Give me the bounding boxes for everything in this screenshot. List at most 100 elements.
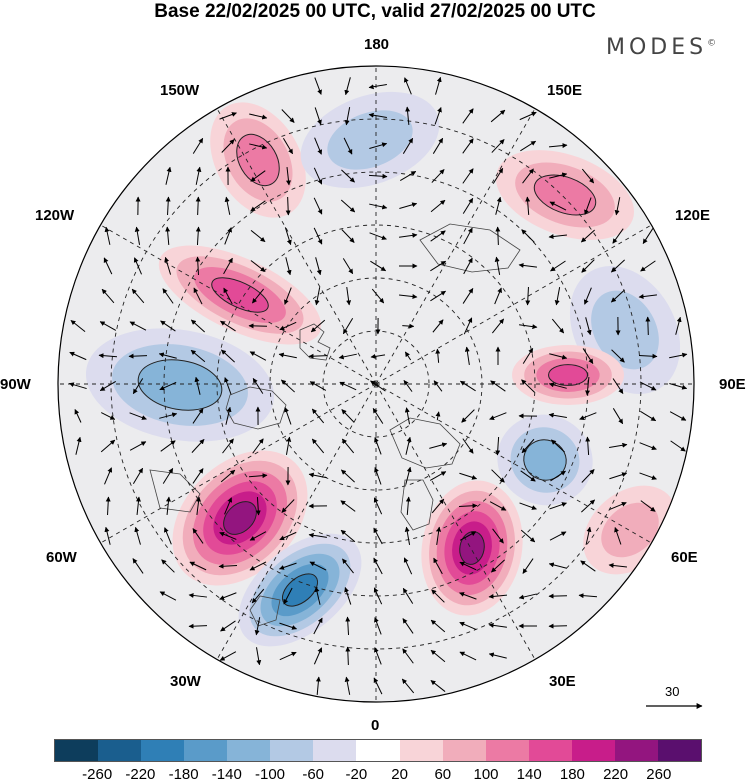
wind-arrow [309, 561, 327, 571]
wind-arrow [612, 378, 624, 394]
reference-vector-arrow [646, 703, 703, 709]
colorbar [54, 739, 702, 762]
wind-arrow [255, 496, 261, 516]
lon-label-60w: 60W [46, 549, 77, 566]
wind-arrow [521, 229, 535, 243]
wind-arrow [313, 197, 323, 215]
wind-arrow [101, 288, 115, 304]
colorbar-tick-label: 20 [391, 766, 408, 783]
wind-arrow [251, 288, 265, 304]
wind-arrow [280, 379, 295, 393]
wind-arrow [670, 440, 686, 452]
meridian-line [375, 224, 652, 385]
wind-arrow [314, 107, 322, 126]
wind-arrow [669, 411, 687, 421]
colorbar-tick-label: -220 [125, 766, 156, 783]
wind-arrow [313, 227, 323, 245]
wind-arrow [279, 321, 297, 331]
wind-arrow [345, 646, 351, 666]
wind-arrow [256, 647, 262, 666]
wind-arrow [640, 260, 656, 272]
wind-arrow [402, 323, 415, 329]
wind-arrow [224, 227, 232, 245]
wind-arrow [368, 173, 388, 179]
wind-arrow [279, 651, 297, 661]
wind-arrow [100, 439, 116, 453]
wind-arrow [489, 412, 507, 420]
wind-arrow [311, 408, 325, 424]
wind-arrow [459, 592, 477, 600]
wind-arrow [161, 559, 175, 573]
wind-arrow [492, 167, 504, 184]
wind-arrow [612, 228, 624, 244]
wind-arrow [494, 256, 501, 275]
wind-arrow [640, 500, 656, 512]
wind-arrow [430, 260, 447, 272]
colorbar-tick-label: -100 [254, 766, 286, 783]
wind-arrow [285, 196, 291, 216]
wind-arrow [105, 496, 111, 516]
wind-arrow [549, 201, 567, 211]
wind-arrow [369, 203, 388, 210]
wind-arrow [98, 353, 118, 359]
wind-arrow [69, 351, 87, 361]
wind-arrow [549, 502, 567, 510]
wind-arrow [373, 677, 383, 695]
wind-arrow [610, 289, 625, 303]
wind-arrow [430, 680, 446, 692]
wind-arrow [132, 378, 144, 395]
wind-arrow [430, 290, 447, 302]
wind-arrow [313, 647, 323, 665]
wind-arrow [402, 618, 414, 634]
wind-arrow [549, 353, 568, 360]
colorbar-tick-label: -140 [211, 766, 242, 783]
wind-arrow [310, 319, 326, 333]
wind-arrow [223, 287, 233, 305]
wind-arrow [374, 617, 382, 635]
wind-arrow [344, 586, 352, 605]
wind-arrow [404, 351, 412, 361]
wind-arrow [195, 196, 201, 216]
lon-label-90e: 90E [719, 376, 746, 393]
wind-arrow [548, 234, 567, 239]
wind-arrow [250, 200, 266, 212]
wind-arrow [279, 562, 297, 570]
wind-arrow [550, 470, 566, 482]
wind-arrow [340, 199, 356, 213]
lon-label-0: 0 [371, 717, 380, 734]
wind-arrow [611, 349, 625, 363]
wind-arrow [249, 143, 268, 150]
colorbar-tick-label: -60 [302, 766, 325, 783]
lon-label-90w: 90W [0, 376, 31, 393]
colorbar-tick-label: 140 [516, 766, 542, 783]
lon-label-60e: 60E [671, 549, 698, 566]
lon-label-30e: 30E [549, 673, 576, 690]
wind-arrow [282, 138, 294, 155]
wind-arrow [219, 531, 237, 540]
wind-arrow [520, 470, 536, 482]
wind-arrow [519, 324, 538, 330]
wind-arrow [520, 140, 537, 152]
wind-arrow [220, 349, 235, 363]
wind-arrow [342, 558, 354, 574]
wind-arrow [614, 197, 621, 216]
wind-arrow [158, 352, 177, 359]
wind-arrow [372, 407, 384, 424]
wind-arrow [608, 563, 627, 568]
wind-arrow [370, 260, 387, 272]
wind-arrow [522, 347, 534, 364]
wind-arrow [461, 409, 475, 423]
wind-arrow [548, 562, 567, 569]
colorbar-tick-label: 100 [473, 766, 499, 783]
wind-arrow [160, 320, 176, 332]
wind-arrow [490, 380, 506, 392]
colorbar-swatch [614, 740, 658, 761]
wind-arrow [195, 226, 201, 246]
wind-arrow [164, 256, 172, 275]
wind-arrow [224, 377, 232, 395]
anomaly-contour-west-siberia-positive [548, 364, 588, 386]
wind-arrow [104, 526, 111, 545]
colorbar-swatch [227, 740, 271, 761]
wind-arrow [522, 558, 534, 574]
wind-arrow [582, 348, 594, 364]
